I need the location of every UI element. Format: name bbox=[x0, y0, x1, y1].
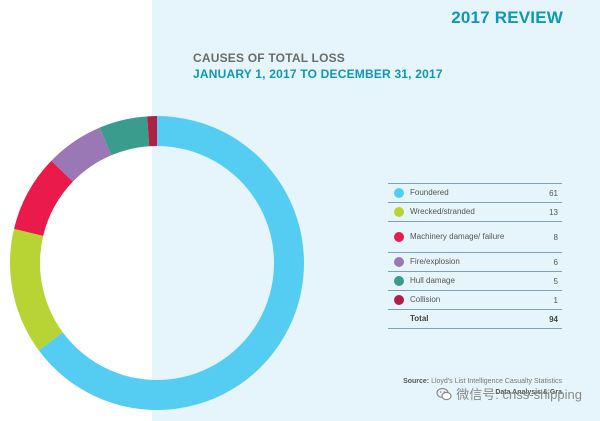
legend-total-label: Total bbox=[410, 314, 429, 323]
source-label: Source: bbox=[403, 378, 430, 385]
source-line2: Data Analysis & Gra bbox=[495, 389, 562, 396]
legend-swatch bbox=[394, 295, 404, 305]
legend-label: Collision bbox=[410, 295, 441, 304]
legend-swatch bbox=[394, 276, 404, 286]
legend-swatch bbox=[394, 232, 404, 242]
legend-label: Wrecked/stranded bbox=[410, 207, 475, 216]
legend-item-hull-damage: Hull damage 5 bbox=[388, 272, 562, 291]
legend-item-fire-explosion: Fire/explosion 6 bbox=[388, 253, 562, 272]
legend-label: Hull damage bbox=[410, 276, 455, 285]
chart-legend: Foundered 61 Wrecked/stranded 13 Machinery d… bbox=[388, 183, 562, 329]
legend-item-machinery-damage-failure: Machinery damage/ failure 8 bbox=[388, 222, 562, 253]
legend-swatch bbox=[394, 207, 404, 217]
legend-label: Fire/explosion bbox=[410, 257, 460, 266]
legend-value: 6 bbox=[553, 257, 558, 267]
legend-label: Machinery damage/ failure bbox=[410, 232, 505, 241]
donut-slice-fire-explosion bbox=[51, 127, 112, 182]
legend-value: 13 bbox=[549, 207, 558, 217]
wechat-icon bbox=[436, 387, 452, 400]
legend-value: 61 bbox=[549, 188, 558, 198]
donut-slice-wrecked-stranded bbox=[9, 228, 63, 351]
donut-slice-hull-damage bbox=[99, 116, 150, 156]
legend-total-row: Total 94 bbox=[388, 310, 562, 329]
legend-swatch bbox=[394, 257, 404, 267]
legend-item-collision: Collision 1 bbox=[388, 291, 562, 310]
review-title: 2017 REVIEW bbox=[451, 8, 563, 27]
watermark-text: 微信号: cnss-shipping bbox=[456, 387, 582, 402]
legend-item-wrecked-stranded: Wrecked/stranded 13 bbox=[388, 203, 562, 222]
source-note: Source: Lloyd's List Intelligence Casual… bbox=[403, 376, 562, 398]
legend-value: 1 bbox=[553, 295, 558, 305]
right-panel-background bbox=[152, 0, 600, 421]
legend-value: 5 bbox=[553, 276, 558, 286]
legend-item-foundered: Foundered 61 bbox=[388, 184, 562, 203]
chart-subtitle: JANUARY 1, 2017 TO DECEMBER 31, 2017 bbox=[193, 67, 443, 81]
legend-label: Foundered bbox=[410, 188, 449, 197]
watermark: 微信号: cnss-shipping bbox=[436, 384, 582, 403]
legend-swatch bbox=[394, 188, 404, 198]
source-text: Lloyd's List Intelligence Casualty Stati… bbox=[431, 378, 562, 385]
chart-title: CAUSES OF TOTAL LOSS bbox=[193, 51, 346, 65]
legend-total-value: 94 bbox=[549, 314, 558, 324]
donut-slice-collision bbox=[147, 116, 157, 147]
donut-slice-machinery-damage-failure bbox=[14, 160, 73, 236]
legend-value: 8 bbox=[553, 232, 558, 242]
